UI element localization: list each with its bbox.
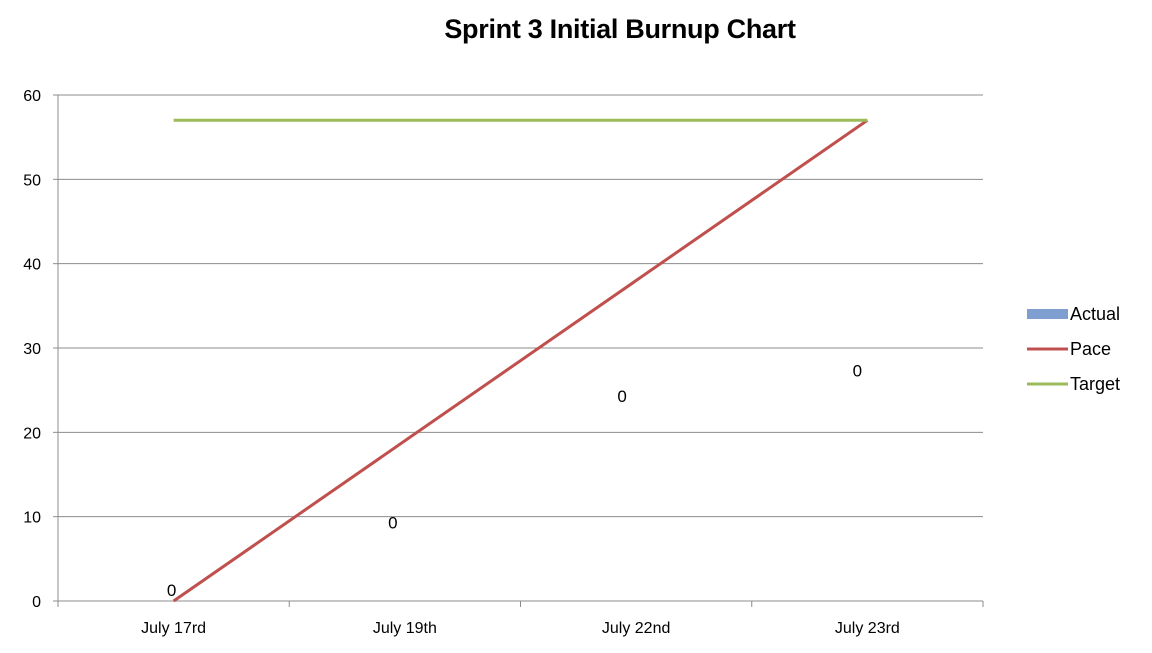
x-tick-label: July 17rd	[141, 620, 206, 637]
legend-swatch-actual	[1027, 309, 1068, 319]
legend-label-pace: Pace	[1070, 339, 1111, 359]
x-tick-label: July 22nd	[602, 620, 671, 637]
y-tick-label: 60	[23, 88, 41, 105]
data-labels: 0 0 0 0	[167, 362, 862, 600]
x-tick-label: July 19th	[373, 620, 437, 637]
legend-label-actual: Actual	[1070, 304, 1120, 324]
y-tick-label: 10	[23, 510, 41, 527]
gridlines	[58, 94, 983, 518]
y-tick-label: 40	[23, 257, 41, 274]
pace-line	[172, 119, 869, 603]
actual-data-label: 0	[853, 362, 862, 381]
legend-label-target: Target	[1070, 374, 1120, 394]
y-tick-label: 0	[32, 594, 41, 611]
y-tick-label: 30	[23, 341, 41, 358]
series-lines	[172, 118, 869, 603]
legend: Actual Pace Target	[1027, 304, 1120, 394]
actual-data-label: 0	[388, 514, 397, 533]
actual-data-label: 0	[617, 387, 626, 406]
y-tick-label: 20	[23, 425, 41, 442]
actual-data-label: 0	[167, 581, 176, 600]
x-tick-label: July 23rd	[835, 620, 900, 637]
axes: 0 10 20 30 40 50 60 July 17rd July 19th July 22nd…	[23, 88, 984, 637]
chart-title: Sprint 3 Initial Burnup Chart	[444, 14, 796, 44]
y-tick-label: 50	[23, 172, 41, 189]
